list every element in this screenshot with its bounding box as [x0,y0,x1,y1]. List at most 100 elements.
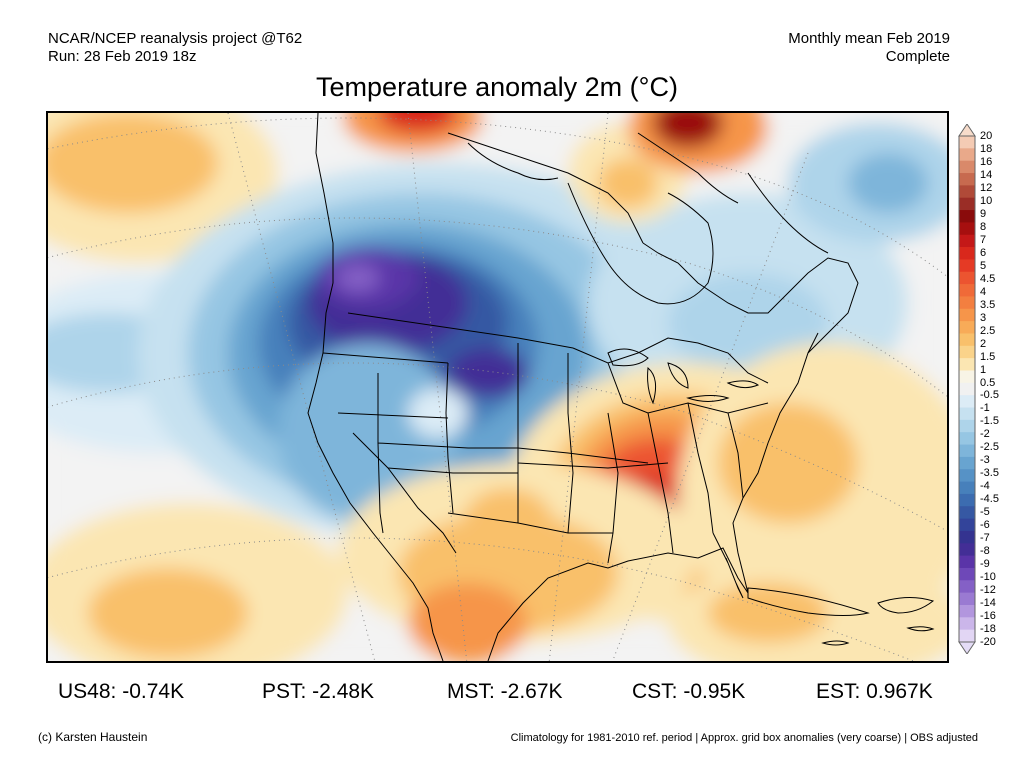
colorbar-swatch [959,555,975,569]
region-stats: US48: -0.74K PST: -2.48K MST: -2.67K CST… [0,680,1024,706]
project-label: NCAR/NCEP reanalysis project @T62 [48,30,303,47]
colorbar-swatch [959,432,975,445]
colorbar-tick-label: 3.5 [980,298,996,311]
period-label: Monthly mean Feb 2019 [788,30,950,47]
colorbar-swatch [959,370,975,384]
coastlines [307,113,859,661]
colorbar-tick-label: 3 [980,311,987,324]
colorbar-swatch [959,185,975,199]
colorbar-outline [958,135,976,643]
colorbar-swatch [959,592,975,606]
colorbar-tick-label: 5 [980,259,987,272]
colorbar-tick-label: -10 [980,571,996,584]
anomaly-field [48,113,947,661]
colorbar-swatch [959,358,975,371]
colorbar-swatch [959,493,975,507]
colorbar-swatch [959,222,975,236]
colorbar-tick-label: 9 [980,207,987,220]
colorbar-tick-label: 1.5 [980,350,996,363]
colorbar-swatch [959,629,975,643]
colorbar-tick-label: -20 [980,636,996,648]
colorbar-tick-label: -1.5 [980,415,999,428]
colorbar-tick-label: -6 [980,519,990,532]
colorbar-tick-label: -18 [980,623,996,636]
colorbar-swatch [959,580,975,594]
header-left: NCAR/NCEP reanalysis project @T62 Run: 2… [48,30,302,66]
great-lakes [607,348,760,405]
colorbar-tick-label: -9 [980,558,990,571]
colorbar-tick-label: -3.5 [980,467,999,480]
stat-est: EST: 0.967K [816,680,933,703]
colorbar-swatch [959,333,975,347]
colorbar-swatch [959,136,975,149]
colorbar-tick-label: 18 [980,142,993,155]
colorbar-tick-label: -1 [980,402,990,415]
colorbar-tick-label: 6 [980,246,987,259]
colorbar-swatch [959,234,975,248]
colorbar-swatch [959,210,975,223]
colorbar-tick-label: 1 [980,363,987,376]
colorbar-swatch [959,296,975,310]
colorbar-swatch [959,345,975,359]
colorbar-swatch [959,197,975,211]
colorbar-tick-label: -5 [980,506,990,519]
caribbean-coasts [712,532,935,646]
colorbar-swatch [959,247,975,260]
colorbar-swatch [959,148,975,162]
stat-pst: PST: -2.48K [262,680,375,703]
map-title: Temperature anomaly 2m (°C) [316,72,678,102]
colorbar [958,123,976,655]
colorbar-tick-label: -14 [980,597,996,610]
stat-us48: US48: -0.74K [58,680,185,703]
colorbar-swatch [959,271,975,285]
colorbar-tick-label: -4.5 [980,493,999,506]
stat-cst: CST: -0.95K [632,680,746,703]
colorbar-swatch [959,567,975,581]
colorbar-top-arrow [958,123,976,137]
header-right: Monthly mean Feb 2019 Complete [788,30,950,66]
colorbar-tick-label: -4 [980,480,990,493]
stat-mst: MST: -2.67K [447,680,563,703]
colorbar-swatch [959,284,975,297]
colorbar-swatch [959,604,975,618]
colorbar-swatch [959,173,975,186]
colorbar-swatch [959,382,975,396]
colorbar-swatch [959,518,975,532]
colorbar-tick-label: -2 [980,428,990,441]
colorbar-swatch [959,160,975,174]
colorbar-tick-label: 20 [980,130,993,142]
colorbar-swatch [959,395,975,408]
colorbar-tick-label: -0.5 [980,389,999,402]
colorbar-swatch [959,259,975,273]
map-canvas [48,113,947,661]
colorbar-tick-label: 4 [980,285,987,298]
colorbar-swatch [959,321,975,334]
colorbar-swatch [959,481,975,495]
colorbar-tick-label: -7 [980,532,990,545]
anomaly-map [46,111,949,663]
run-label: Run: 28 Feb 2019 18z [48,48,197,65]
colorbar-tick-label: 0.5 [980,376,996,389]
colorbar-tick-label: 2 [980,337,987,350]
colorbar-swatch [959,617,975,631]
colorbar-bottom-arrow [958,641,976,655]
colorbar-tick-label: 2.5 [980,324,996,337]
colorbar-swatch [959,530,975,544]
colorbar-tick-label: 12 [980,181,993,194]
colorbar-tick-label: 16 [980,155,993,168]
colorbar-swatch [959,543,975,557]
colorbar-tick-label: 7 [980,233,987,246]
colorbar-tick-label: 4.5 [980,272,996,285]
colorbar-tick-label: 14 [980,168,993,181]
colorbar-swatch [959,308,975,322]
colorbar-swatch [959,456,975,470]
colorbar-tick-label: 8 [980,220,987,233]
colorbar-swatch [959,419,975,433]
footer-credit: (c) Karsten Haustein [38,730,148,744]
colorbar-tick-label: -16 [980,610,996,623]
graticule [48,113,947,661]
arctic-coasts [467,132,829,305]
colorbar-swatch [959,469,975,482]
colorbar-tick-label: -3 [980,454,990,467]
colorbar-tick-label: 10 [980,194,993,207]
